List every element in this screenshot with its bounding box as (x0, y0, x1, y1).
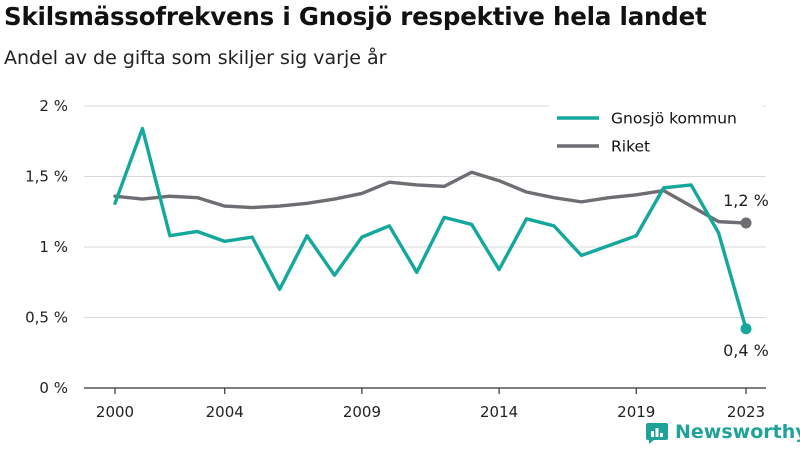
x-tick-label: 2023 (727, 403, 765, 421)
y-tick-label: 1,5 % (25, 168, 68, 186)
x-tick-label: 2004 (206, 403, 244, 421)
axes: 0 % 0,5 % 1 % 1,5 % 2 % 2000 2004 2009 2014 2019 2… (25, 97, 766, 421)
newsworthy-logo-icon (646, 423, 668, 444)
x-tick-label: 2000 (96, 403, 134, 421)
y-tick-label: 1 % (39, 238, 68, 256)
legend-label-gnosjo: Gnosjö kommun (611, 110, 737, 128)
y-tick-label: 2 % (39, 97, 68, 115)
series-end-point-riket (740, 217, 752, 229)
brand-name: Newsworthy (675, 421, 800, 443)
x-tick-label: 2014 (480, 403, 518, 421)
legend: Gnosjö kommun Riket (549, 99, 763, 161)
end-label-gnosjo: 0,4 % (723, 341, 769, 360)
chart-subtitle: Andel av de gifta som skiljer sig varje … (4, 47, 387, 69)
series-line-riket (113, 170, 748, 225)
y-tick-label: 0 % (39, 379, 68, 397)
x-tick-label: 2009 (343, 403, 381, 421)
series-line-gnosjo (113, 126, 748, 331)
chart-title: Skilsmässofrekvens i Gnosjö respektive h… (4, 2, 707, 31)
series-lines (113, 126, 752, 335)
legend-label-riket: Riket (611, 138, 650, 156)
legend-background (549, 99, 763, 161)
brand-logo: Newsworthy (645, 419, 800, 445)
end-label-riket: 1,2 % (723, 191, 769, 210)
y-tick-label: 0,5 % (25, 309, 68, 327)
x-tick-label: 2019 (617, 403, 655, 421)
series-end-point-gnosjo (740, 323, 752, 335)
end-labels: 0,4 % 1,2 % (723, 191, 769, 360)
